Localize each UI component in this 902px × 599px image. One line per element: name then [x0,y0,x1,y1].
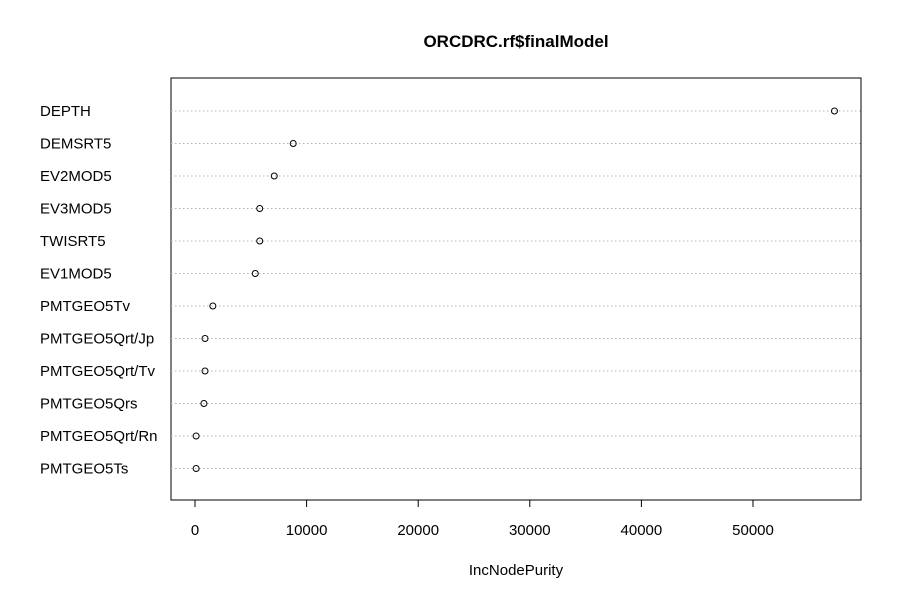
variable-label: EV3MOD5 [40,201,112,218]
x-axis-ticks: 0 10000 20000 30000 40000 50000 [191,500,774,539]
data-point [201,367,209,375]
data-point [192,432,200,440]
variable-label: DEPTH [40,103,91,120]
variable-label: EV1MOD5 [40,266,112,283]
variable-label: PMTGEO5Qrt/Jp [40,331,154,348]
grid-lines [171,110,861,469]
x-axis-title: IncNodePurity [469,562,564,579]
variable-label: PMTGEO5Qrt/Tv [40,363,156,380]
variable-label: PMTGEO5Qrs [40,396,138,413]
variable-label: TWISRT5 [40,233,106,250]
variable-label: PMTGEO5Ts [40,461,128,478]
variable-labels: DEPTH DEMSRT5 EV2MOD5 EV3MOD5 TWISRT5 EV1MOD5… [40,103,158,478]
variable-label: PMTGEO5Qrt/Rn [40,428,158,445]
plot-frame [170,77,862,501]
x-tick-label: 30000 [509,522,551,539]
variable-label: PMTGEO5Tv [40,298,131,315]
data-point [256,237,264,245]
x-tick-label: 50000 [732,522,774,539]
x-tick-label: 40000 [621,522,663,539]
data-point [256,205,264,212]
variable-label: EV2MOD5 [40,168,112,185]
x-tick-label: 20000 [397,522,439,539]
x-tick-label: 10000 [286,522,328,539]
variable-label: DEMSRT5 [40,136,111,153]
data-point [200,400,208,407]
data-point [830,107,838,115]
data-point [192,465,200,472]
data-point [209,302,217,310]
data-point [289,140,297,147]
data-point [270,172,278,180]
x-tick-label: 0 [191,522,199,539]
data-point [251,270,259,277]
chart-title: ORCDRC.rf$finalModel [423,32,608,51]
data-point [201,335,209,342]
data-points [192,107,838,472]
